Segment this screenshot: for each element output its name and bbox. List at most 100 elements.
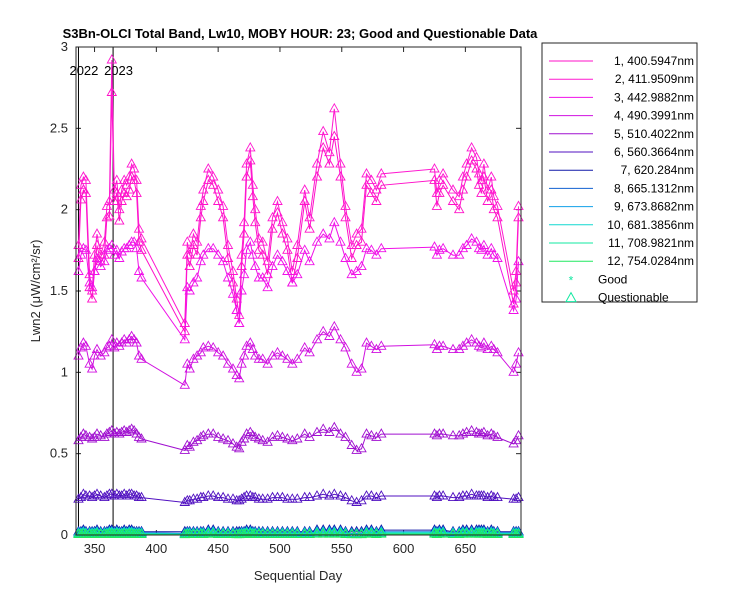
data-point-marker bbox=[91, 228, 103, 238]
data-point-marker bbox=[131, 490, 142, 500]
data-point-marker bbox=[335, 333, 346, 344]
data-point-marker bbox=[257, 249, 268, 259]
data-point-marker bbox=[486, 428, 497, 438]
data-point-marker bbox=[99, 346, 110, 357]
data-point-marker bbox=[188, 228, 199, 238]
data-point-marker bbox=[356, 494, 367, 505]
data-point-marker bbox=[304, 211, 315, 222]
data-point-marker bbox=[241, 428, 252, 438]
data-point-marker bbox=[351, 366, 362, 376]
data-point-marker bbox=[78, 488, 89, 498]
data-point-marker bbox=[101, 490, 113, 500]
data-point-marker bbox=[249, 216, 261, 227]
data-point-marker bbox=[304, 491, 315, 502]
data-point-marker bbox=[195, 200, 207, 210]
data-point-marker bbox=[114, 252, 125, 262]
data-point-marker bbox=[471, 151, 482, 162]
data-point-marker bbox=[431, 491, 443, 502]
plot-frame bbox=[75, 46, 522, 536]
data-point-marker bbox=[346, 239, 357, 249]
y-tick-label: 0 bbox=[61, 527, 68, 542]
data-point-marker bbox=[324, 232, 335, 243]
data-point-marker bbox=[447, 195, 459, 205]
data-point-marker bbox=[292, 268, 303, 279]
data-point-marker bbox=[366, 528, 377, 538]
data-point-marker bbox=[478, 158, 490, 168]
x-tick-label: 400 bbox=[145, 541, 167, 556]
data-point-marker bbox=[267, 211, 278, 222]
data-point-marker bbox=[429, 338, 440, 349]
data-point-marker bbox=[111, 244, 123, 254]
data-point-marker bbox=[324, 330, 335, 340]
data-point-marker bbox=[473, 167, 485, 178]
data-point-marker bbox=[277, 350, 288, 360]
legend-label: 9, 673.8682nm bbox=[614, 200, 694, 214]
data-point-marker bbox=[267, 350, 278, 360]
data-point-marker bbox=[247, 343, 259, 354]
data-point-marker bbox=[80, 340, 92, 350]
legend-label: 2, 411.9509nm bbox=[615, 72, 694, 86]
data-point-marker bbox=[317, 325, 329, 336]
data-point-marker bbox=[482, 184, 493, 194]
data-point-marker bbox=[317, 125, 329, 136]
data-point-marker bbox=[346, 252, 357, 262]
data-point-marker bbox=[282, 244, 293, 254]
data-point-marker bbox=[203, 340, 214, 350]
data-point-marker bbox=[292, 528, 303, 538]
data-point-marker bbox=[106, 86, 118, 96]
data-point-marker bbox=[466, 141, 477, 152]
data-point-marker bbox=[184, 441, 195, 451]
data-point-marker bbox=[366, 187, 377, 197]
legend-label: Good bbox=[598, 272, 627, 286]
data-point-marker bbox=[104, 242, 115, 253]
data-point-marker bbox=[257, 434, 268, 445]
data-point-marker bbox=[376, 528, 387, 538]
x-tick-label: 650 bbox=[455, 541, 477, 556]
data-point-marker bbox=[317, 528, 329, 538]
data-point-marker bbox=[346, 268, 357, 279]
data-point-marker bbox=[361, 428, 372, 438]
data-point-marker bbox=[95, 249, 106, 259]
data-point-marker bbox=[99, 491, 110, 502]
data-point-marker bbox=[351, 228, 362, 238]
data-point-marker bbox=[473, 242, 485, 253]
data-point-marker bbox=[335, 236, 346, 246]
data-point-marker bbox=[247, 179, 259, 189]
data-point-marker bbox=[429, 163, 440, 173]
data-point-marker bbox=[292, 239, 303, 249]
data-point-marker bbox=[217, 255, 229, 266]
legend-label: 4, 490.3991nm bbox=[614, 109, 694, 123]
y-axis-label: Lwn2 (μW/cm²/sr) bbox=[28, 240, 43, 343]
data-point-marker bbox=[89, 265, 100, 275]
data-point-marker bbox=[311, 171, 323, 181]
data-point-marker bbox=[101, 341, 113, 352]
data-point-marker bbox=[179, 317, 191, 327]
data-point-marker bbox=[437, 528, 449, 538]
data-point-marker bbox=[329, 216, 340, 227]
data-point-marker bbox=[473, 179, 485, 189]
data-point-marker bbox=[329, 488, 340, 498]
data-point-marker bbox=[304, 346, 315, 357]
data-point-marker bbox=[136, 433, 147, 443]
data-point-marker bbox=[227, 276, 239, 287]
data-point-marker bbox=[238, 350, 250, 360]
year-marker-label: 2022 bbox=[69, 63, 98, 78]
data-point-marker bbox=[486, 171, 497, 181]
data-point-marker bbox=[329, 421, 340, 432]
x-tick-label: 500 bbox=[269, 541, 291, 556]
data-point-marker bbox=[277, 431, 288, 441]
data-point-marker bbox=[86, 433, 98, 443]
data-point-marker bbox=[123, 171, 135, 181]
data-point-marker bbox=[361, 337, 372, 347]
data-point-marker bbox=[80, 174, 92, 184]
data-point-marker bbox=[207, 341, 219, 352]
legend-label: 8, 665.1312nm bbox=[614, 181, 694, 195]
data-point-marker bbox=[184, 249, 195, 259]
data-point-marker bbox=[447, 184, 459, 194]
data-point-marker bbox=[287, 358, 298, 368]
data-point-marker bbox=[106, 54, 118, 64]
data-point-marker bbox=[233, 494, 245, 505]
data-point-marker bbox=[508, 304, 519, 314]
data-point-marker bbox=[488, 190, 500, 201]
data-point-marker bbox=[324, 426, 335, 436]
